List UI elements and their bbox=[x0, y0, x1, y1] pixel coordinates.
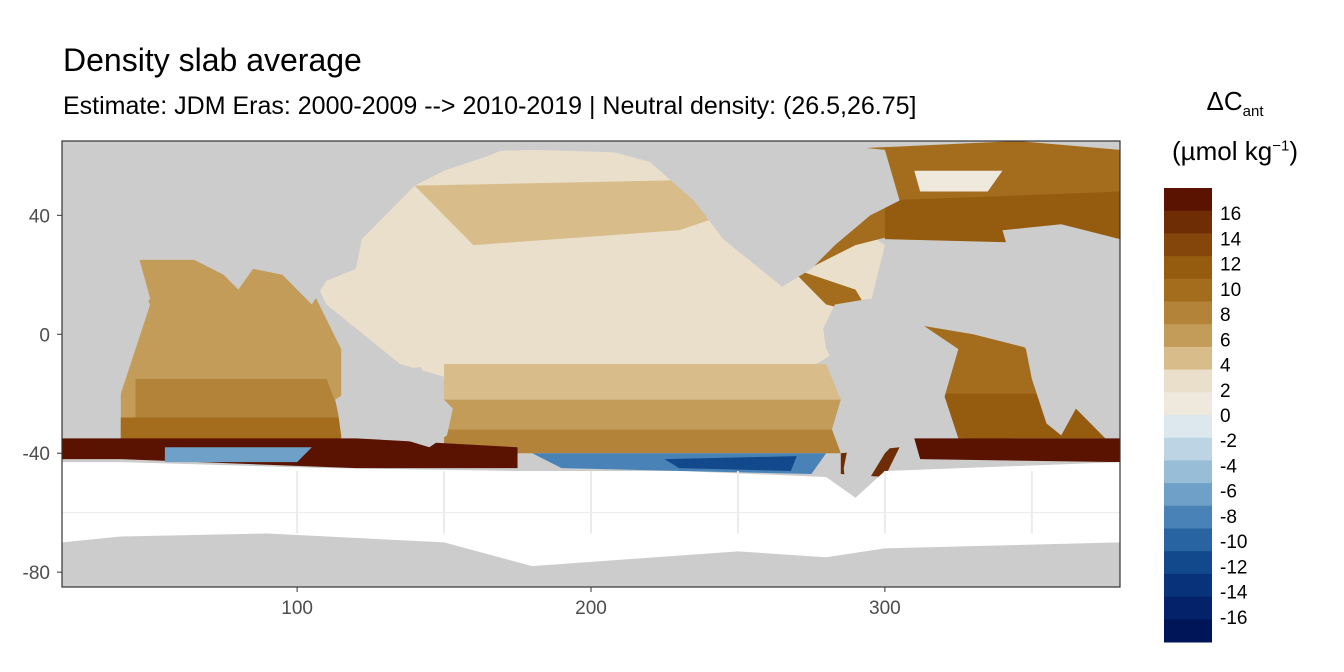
legend-label: 8 bbox=[1220, 305, 1231, 326]
south-america-land bbox=[823, 298, 959, 498]
legend-label: 2 bbox=[1220, 381, 1231, 402]
south-pacific-band-3 bbox=[444, 429, 841, 454]
legend-swatch bbox=[1164, 346, 1212, 371]
legend-label: 6 bbox=[1220, 330, 1231, 351]
legend-label: -8 bbox=[1220, 507, 1237, 528]
legend-title: ΔCant bbox=[1206, 86, 1264, 121]
africa-east-land bbox=[62, 239, 151, 436]
legend-swatch bbox=[1164, 278, 1212, 302]
map-panel bbox=[62, 141, 1120, 587]
legend-swatch bbox=[1164, 392, 1212, 416]
legend-label: -12 bbox=[1220, 557, 1247, 578]
legend-swatch bbox=[1164, 551, 1212, 575]
legend-label: 0 bbox=[1220, 406, 1231, 427]
legend-swatch bbox=[1164, 483, 1212, 507]
legend-swatch bbox=[1164, 415, 1212, 439]
legend-swatch bbox=[1164, 369, 1212, 393]
southern-ocean-negative-zone-1 bbox=[164, 447, 312, 463]
legend-label: -6 bbox=[1220, 482, 1237, 503]
color-legend: 16 14 12 10 8 6 4 2 0 -2 -4 -6 -8 -10 -12 -14 -16 bbox=[1164, 188, 1248, 643]
north-pacific-band bbox=[414, 179, 768, 246]
y-tick-label: -80 bbox=[23, 563, 50, 584]
legend-label: -10 bbox=[1220, 532, 1247, 553]
legend-label: -14 bbox=[1220, 583, 1248, 604]
x-tick-label: 200 bbox=[575, 598, 607, 619]
legend-swatch bbox=[1164, 256, 1212, 280]
africa-land bbox=[1002, 224, 1120, 436]
legend-swatch bbox=[1164, 437, 1212, 461]
legend-swatch bbox=[1164, 596, 1212, 620]
legend-label: 12 bbox=[1220, 255, 1241, 276]
antarctica-land bbox=[62, 533, 1120, 587]
legend-label: 16 bbox=[1220, 204, 1241, 225]
legend-swatch bbox=[1164, 619, 1212, 643]
indian-ocean-band-1 bbox=[135, 378, 342, 418]
south-atlantic-high-band bbox=[914, 438, 1120, 463]
south-pacific-band-2 bbox=[444, 399, 841, 430]
chart-title: Density slab average bbox=[63, 42, 362, 78]
legend-swatch bbox=[1164, 460, 1212, 484]
legend-swatch bbox=[1164, 301, 1212, 325]
legend-swatch bbox=[1164, 528, 1212, 552]
legend-swatch bbox=[1164, 573, 1212, 598]
x-tick-label: 100 bbox=[281, 598, 313, 619]
legend-label: -2 bbox=[1220, 431, 1237, 452]
y-tick-label: 0 bbox=[39, 325, 50, 346]
legend-label: -4 bbox=[1220, 456, 1237, 477]
south-pacific-band-1 bbox=[444, 364, 841, 400]
chart-subtitle: Estimate: JDM Eras: 2000-2009 --> 2010-2… bbox=[63, 92, 917, 120]
legend-swatch bbox=[1164, 233, 1212, 257]
legend-label: -16 bbox=[1220, 608, 1247, 629]
north-america-land bbox=[572, 141, 900, 287]
north-atlantic-light-patch bbox=[914, 170, 1003, 192]
legend-swatch bbox=[1164, 324, 1212, 348]
legend-unit: (µmol kg−1) bbox=[1172, 136, 1298, 166]
legend-label: 10 bbox=[1220, 280, 1241, 301]
legend-swatch bbox=[1164, 188, 1212, 212]
southern-ocean-negative-core bbox=[664, 456, 797, 472]
y-tick-label: 40 bbox=[29, 206, 50, 227]
australia-land bbox=[335, 366, 453, 448]
legend-swatch bbox=[1164, 505, 1212, 529]
legend-label: 14 bbox=[1220, 229, 1242, 250]
legend-label: 4 bbox=[1220, 356, 1231, 377]
asia-land bbox=[62, 141, 525, 305]
legend-swatch bbox=[1164, 210, 1212, 234]
y-tick-label: -40 bbox=[23, 444, 50, 465]
x-tick-label: 300 bbox=[869, 598, 901, 619]
